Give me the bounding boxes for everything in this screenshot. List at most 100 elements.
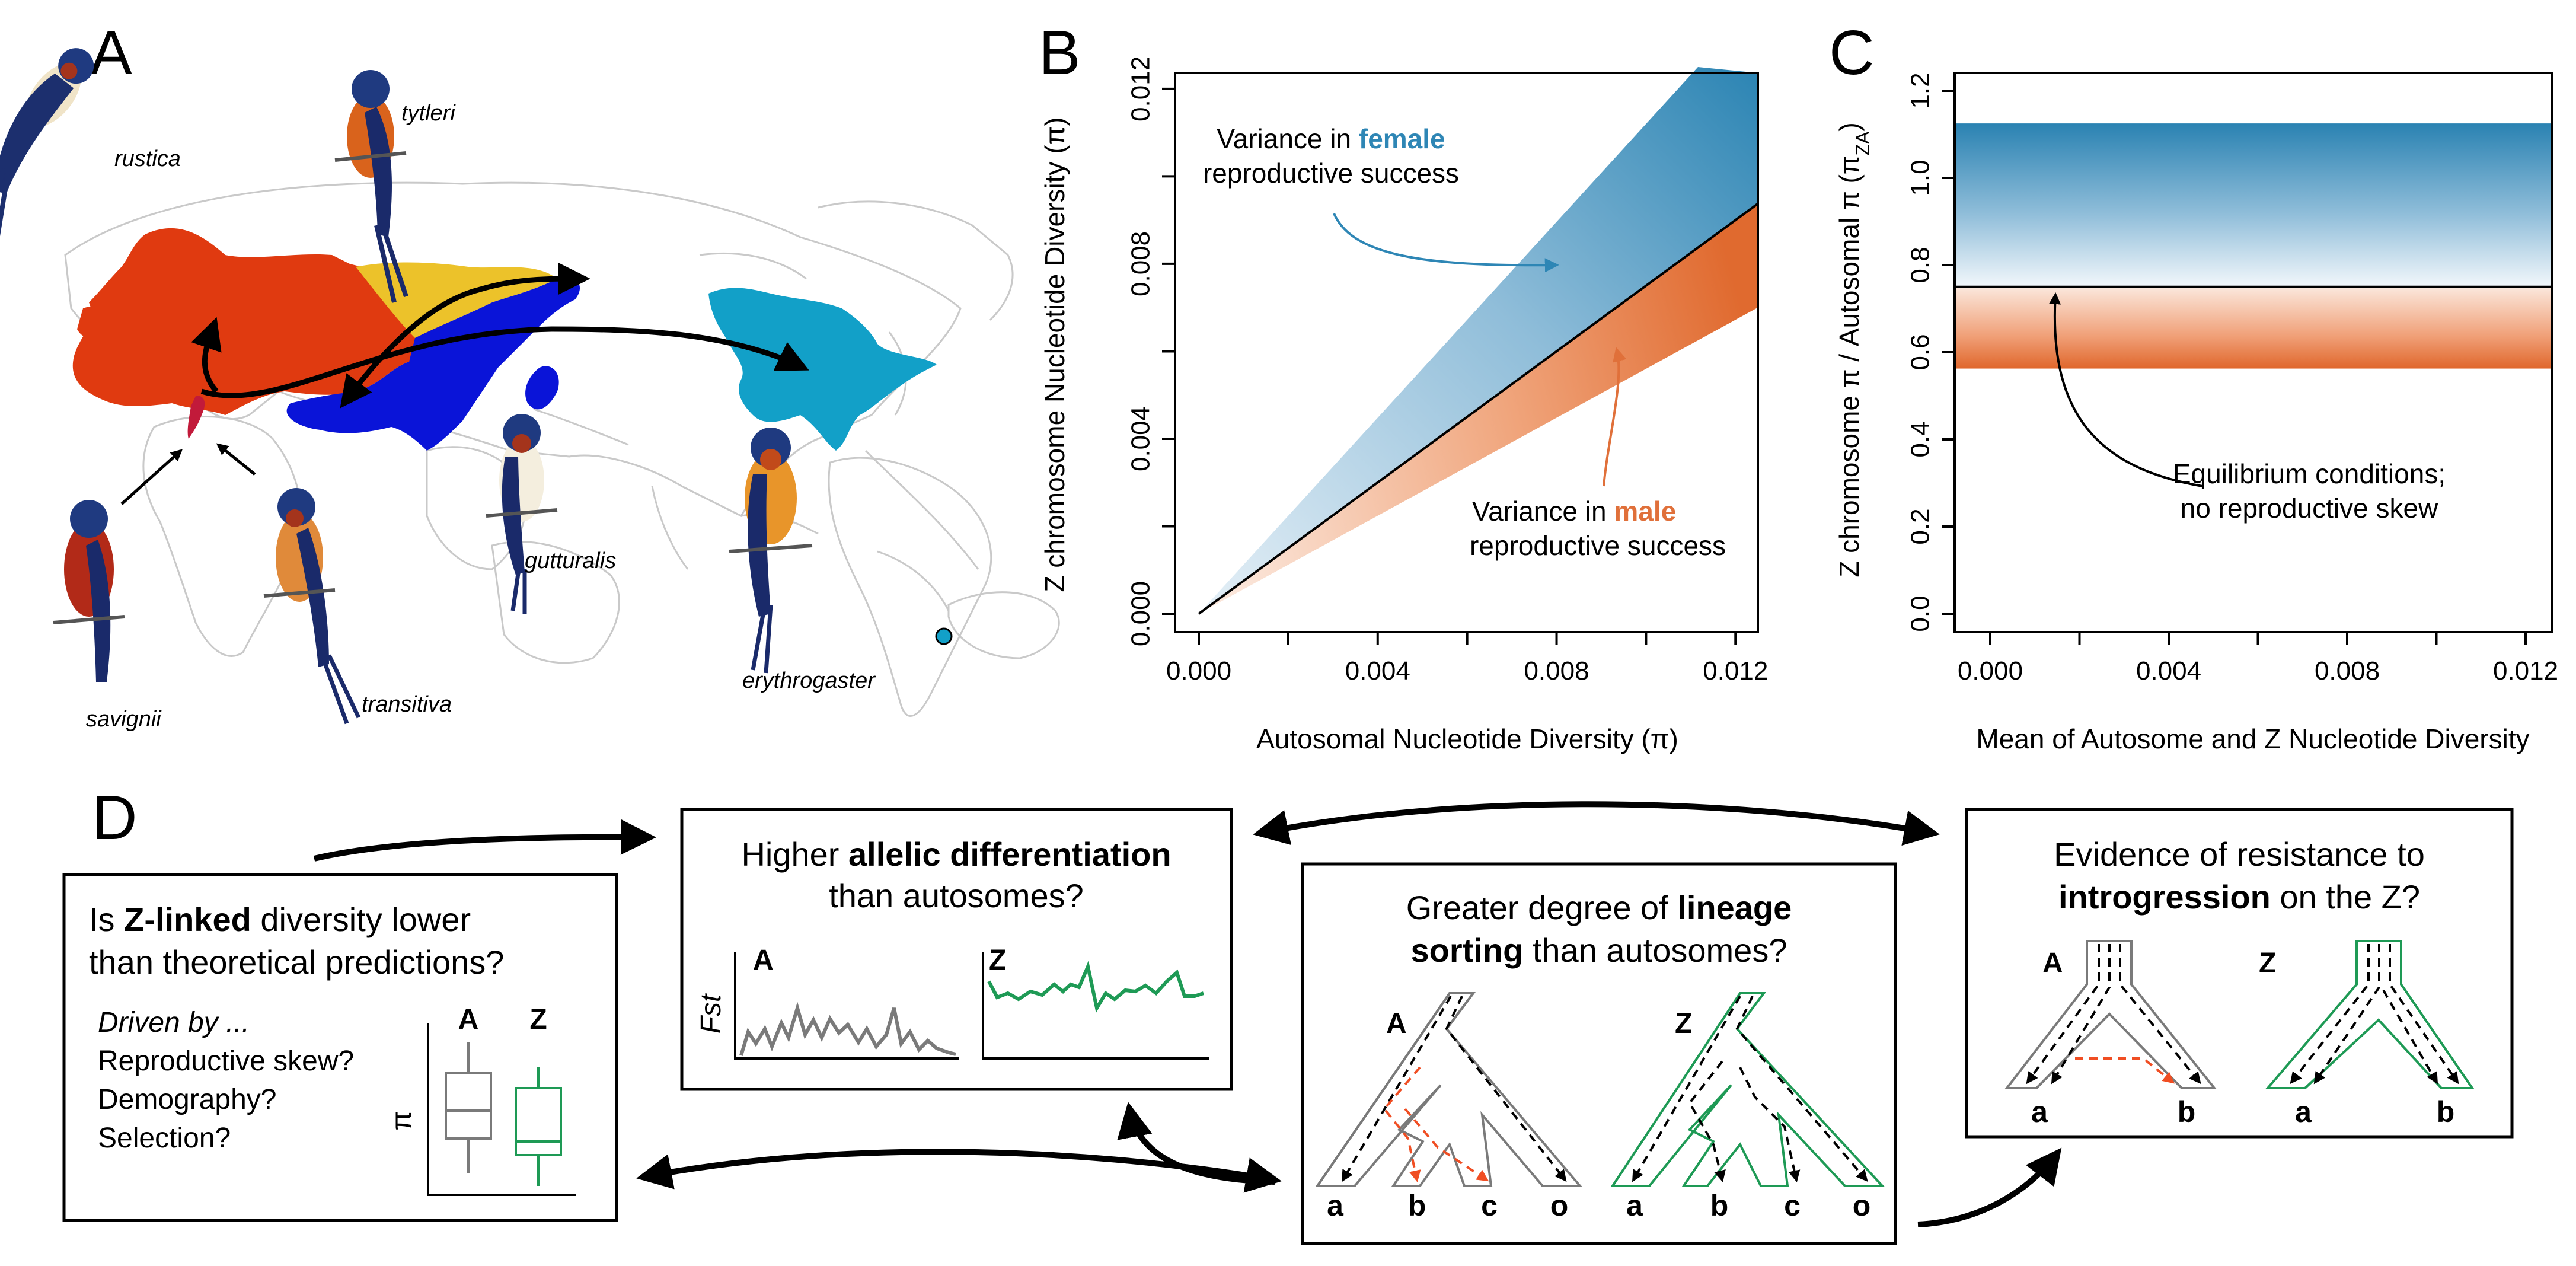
box3-tree-z-tip-o: o [1853,1189,1871,1222]
chart-b-ytick-label: 0.004 [1126,406,1155,471]
box3-tree-a-tip-b: b [1408,1189,1426,1222]
box1-boxplot-z [515,1067,562,1186]
box3-tree-autosome: A a b c o [1315,992,1583,1222]
bird-transitiva-icon [263,488,361,725]
box4-tree-z-tip-a: a [2295,1095,2312,1128]
chart-b-annotation-male: Variance in male reproductive success [1470,496,1726,561]
chart-b-xtick-label: 0.000 [1166,656,1231,685]
chart-c-male-band [1955,286,2552,369]
chart-c-ylabel: Z chromosome π / Autosomal π (πZA) [1834,122,1873,578]
pointer-arrows [120,443,256,505]
box3-tree-z-tip-a: a [1626,1189,1643,1222]
range-erythrogaster [708,288,937,451]
chart-c-xtick-label: 0.008 [2315,656,2380,685]
box1-item-reproductive-skew: Reproductive skew? [98,1045,354,1077]
box4-tree-autosome: A a b [2004,940,2217,1128]
panel-c: C 0.000 0.004 0.008 0.012 0.0 0.2 0.4 0.6 0.8 1.… [1829,18,2558,754]
chart-b-x-axis: 0.000 0.004 0.008 0.012 [1166,632,1768,685]
bird-savignii-icon [53,500,125,682]
box2-fst-line-z [987,961,1204,1013]
chart-b-xtick-label: 0.008 [1524,656,1589,685]
chart-b-xtick-label: 0.012 [1703,656,1768,685]
chart-b-ylabel: Z chromosome Nucleotide Diversity (π) [1039,117,1070,592]
bird-tytleri-icon [334,70,408,303]
chart-c-y-axis: 0.0 0.2 0.4 0.6 0.8 1.0 1.2 [1906,72,1955,632]
chart-c-xlabel: Mean of Autosome and Z Nucleotide Divers… [1976,723,2529,754]
chart-b-arrow-male [1603,347,1627,487]
species-label-erythrogaster: erythrogaster [742,668,876,693]
range-south-point [935,627,953,645]
chart-b-ytick-label: 0.012 [1126,56,1155,122]
chart-b-annotation-female: Variance in female reproductive success [1203,123,1459,189]
box4-tree-z: Z a b [2259,940,2475,1128]
chart-b-female-band [1199,67,1758,614]
chart-c-annotation: Equilibrium conditions; no reproductive s… [2173,458,2446,524]
migration-arrows [191,263,809,409]
box4-title-line1: Evidence of resistance to [2054,836,2425,873]
box3-tree-z-tip-c: c [1784,1189,1801,1222]
box1-item-demography: Demography? [98,1084,277,1115]
box4-tree-a-tip-b: b [2178,1095,2196,1128]
range-rustica-island [77,307,104,338]
chart-b-arrow-female [1333,213,1559,273]
panel-d-letter: D [92,783,138,853]
box4-a-label: A [2042,948,2063,979]
box4-title-line2: introgression on the Z? [2058,878,2420,916]
box3-tree-z-tip-b: b [1710,1189,1729,1222]
box2-fst-line-autosome [739,1002,956,1056]
chart-c-ytick-label: 0.4 [1906,421,1935,457]
panel-a: A [0,18,1060,732]
chart-c-xtick-label: 0.000 [1958,656,2023,685]
box1-title-line1: Is Z-linked diversity lower [89,901,471,938]
box1-item-selection: Selection? [98,1123,231,1154]
range-gutturalis-japan [525,366,559,410]
box3-tree-z: Z a b c o [1610,992,1885,1222]
chart-c-ytick-label: 1.2 [1906,72,1935,109]
panel-b: B 0.000 0.004 0.008 0.012 0.0000.0040.0080.… [1039,18,1768,754]
species-label-rustica: rustica [114,146,181,171]
chart-b-ytick-label: 0.008 [1126,231,1155,296]
species-label-tytleri: tytleri [401,101,456,126]
box3-a-label: A [1386,1008,1407,1039]
box2-title-line1: Higher allelic differentiation [741,836,1171,873]
species-label-gutturalis: gutturalis [525,549,616,573]
chart-c-ytick-label: 0.2 [1906,508,1935,544]
box1-title-line2: than theoretical predictions? [89,943,504,981]
range-savignii [187,396,205,439]
chart-c-ytick-label: 0.6 [1906,334,1935,370]
box1-pi-axis-label: π [386,1111,417,1130]
bird-gutturalis-icon [486,414,558,614]
box1-z-label: Z [529,1004,547,1035]
chart-c-ytick-label: 0.8 [1906,247,1935,283]
box1-boxplot-autosome [445,1042,492,1173]
panel-d: D Is Z-linked diversity lower than theor… [62,783,2514,1245]
box4-tree-a-tip-a: a [2031,1095,2048,1128]
box1-boxplot: π A Z [386,1004,576,1196]
chart-c-ytick-label: 0.0 [1906,595,1935,632]
box3-title-line2: sorting than autosomes? [1411,932,1787,969]
south-america-outline [828,457,992,717]
chart-c-xtick-label: 0.004 [2136,656,2201,685]
box-z-linked-diversity [62,873,618,1222]
chart-b-equilibrium-line [1198,202,1759,615]
chart-b-xlabel: Autosomal Nucleotide Diversity (π) [1256,723,1678,754]
panel-b-letter: B [1039,18,1081,88]
box3-tree-a-tip-o: o [1550,1189,1569,1222]
box2-a-label: A [753,945,774,976]
panel-a-letter: A [90,18,132,88]
box2-fst-plots: Fst A Z [695,945,1209,1060]
box1-a-label: A [458,1004,479,1035]
box3-tree-a-tip-c: c [1481,1189,1498,1222]
bird-rustica-icon [0,48,94,240]
chart-b-y-axis: 0.000 0.004 0.008 0.012 [1126,56,1175,646]
box3-z-label: Z [1675,1008,1692,1039]
chart-c-ytick-label: 1.0 [1906,160,1935,196]
chart-c-arrow [2049,292,2203,487]
chart-c-x-axis: 0.000 0.004 0.008 0.012 [1958,632,2558,685]
box3-tree-a-tip-a: a [1327,1189,1344,1222]
box3-title-line1: Greater degree of lineage [1406,889,1792,926]
species-label-savignii: savignii [86,707,162,732]
chart-c-female-band [1955,123,2552,287]
box4-tree-z-tip-b: b [2437,1095,2455,1128]
